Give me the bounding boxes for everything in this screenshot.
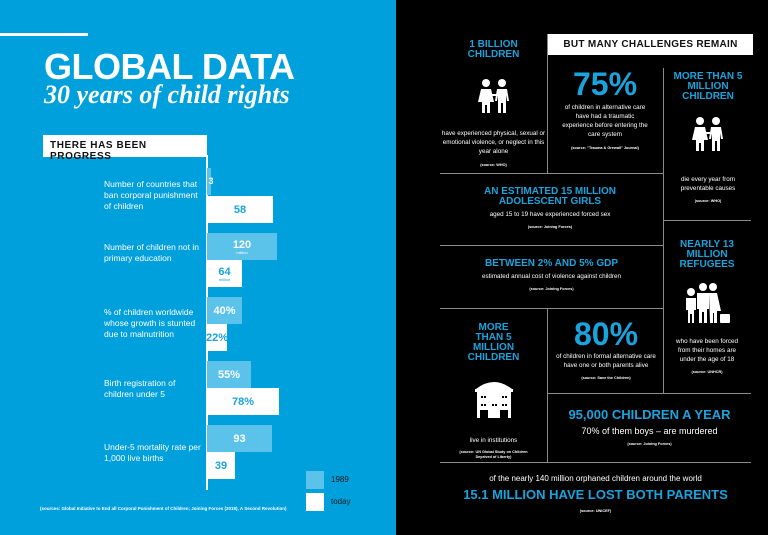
bar-1989: 40% <box>207 297 242 324</box>
stat-orphans: of the nearly 140 million orphaned child… <box>440 474 751 514</box>
category-label: % of children worldwide whose growth is … <box>104 307 196 339</box>
stat-text: have experienced physical, sexual or emo… <box>441 130 546 155</box>
category-label: Number of children not in primary educat… <box>104 242 199 263</box>
stat-murdered: 95,000 CHILDREN A YEAR 70% of them boys … <box>548 408 751 447</box>
divider <box>440 308 663 309</box>
refugee-family-icon <box>686 283 730 323</box>
bar-today: 64 million <box>207 260 242 287</box>
stat-big-number: 80% <box>573 316 639 352</box>
category-label: Birth registration of children under 5 <box>104 378 176 399</box>
stat-institutions: MORE THAN 5 MILLION CHILDREN live in ins… <box>440 323 547 460</box>
bar-today: 22% <box>205 324 229 351</box>
category-label: Number of countries that ban corporal pu… <box>104 179 198 211</box>
page-title: GLOBAL DATA <box>44 46 295 87</box>
stat-big-number: 75% <box>572 66 638 102</box>
legend-label-today: today <box>331 497 351 506</box>
bar-value: 3 <box>208 176 214 186</box>
legend-label-1989: 1989 <box>331 475 349 484</box>
bar-unit: million <box>236 249 248 255</box>
stat-refugees: NEARLY 13 MILLION REFUGEES who have been… <box>670 240 744 375</box>
stat-heading: MORE THAN 5 MILLION CHILDREN <box>467 322 520 363</box>
stat-billion-children: 1 BILLION CHILDREN have experienced phys… <box>440 40 547 168</box>
stat-heading: 95,000 CHILDREN A YEAR <box>568 407 731 422</box>
stat-source: (source: "Trauma & Grewall" Journal) <box>571 146 639 150</box>
bar-1989: 55% <box>207 361 251 388</box>
stat-text: aged 15 to 19 have experienced forced se… <box>489 211 611 218</box>
bar-1989: 93 <box>207 425 272 452</box>
bar-value: 22% <box>205 331 229 344</box>
legend-swatch-1989 <box>306 471 324 489</box>
bar-today: 78% <box>207 388 279 415</box>
stat-text: die every year from preventable causes <box>680 176 736 192</box>
stat-source: (source: Joining Forces) <box>627 442 672 446</box>
stat-five-million-die: MORE THAN 5 MILLION CHILDREN die every y… <box>665 72 751 204</box>
stat-text: 70% of them boys – are murdered <box>581 426 718 436</box>
stat-text: who have been forced from their homes ar… <box>676 338 738 363</box>
divider <box>547 308 548 462</box>
legend-swatch-today <box>306 493 324 511</box>
stat-gdp: BETWEEN 2% AND 5% GDP estimated annual c… <box>440 259 663 292</box>
stat-source: (source: UN Global Study on Children Dep… <box>459 450 528 459</box>
stat-text: of children in alternative care have had… <box>562 104 648 138</box>
stat-adolescent-girls: AN ESTIMATED 15 MILLION ADOLESCENT GIRLS… <box>470 187 630 230</box>
source-note: (sources: Global Initiative to End all C… <box>40 506 287 511</box>
divider <box>440 173 663 174</box>
children-icon <box>692 117 723 151</box>
divider <box>663 68 664 393</box>
stat-text: estimated annual cost of violence agains… <box>482 273 621 280</box>
divider <box>547 34 548 174</box>
stat-heading: NEARLY 13 MILLION REFUGEES <box>679 239 735 270</box>
stat-source: (source: UNHCR) <box>691 370 723 374</box>
divider <box>440 245 663 246</box>
stat-source: (source: UNICEF) <box>579 509 612 513</box>
bar-1989: 3 <box>207 168 214 195</box>
stat-text: live in institutions <box>469 437 518 444</box>
challenges-header: BUT MANY CHALLENGES REMAIN <box>548 34 753 55</box>
stat-source: (source: Joining Forces) <box>527 225 573 229</box>
page-subtitle: 30 years of child rights <box>44 80 290 109</box>
bar-value: 58 <box>233 203 247 216</box>
stat-75-percent: 75% of children in alternative care have… <box>560 68 650 151</box>
stat-heading: MORE THAN 5 MILLION CHILDREN <box>673 71 743 102</box>
category-label: Under-5 mortality rate per 1,000 live bi… <box>104 442 201 463</box>
bar-value: 40% <box>213 304 236 317</box>
stat-text: of the nearly 140 million orphaned child… <box>489 474 702 483</box>
bar-value: 93 <box>233 432 246 445</box>
stat-80-percent: 80% of children in formal alternative ca… <box>550 318 662 381</box>
progress-panel: GLOBAL DATA 30 years of child rights THE… <box>0 0 396 535</box>
challenges-panel <box>396 0 768 535</box>
stat-source: (source: Joining Forces) <box>529 287 574 291</box>
bar-value: 39 <box>214 459 228 472</box>
bar-value: 78% <box>231 395 255 408</box>
stat-source: (source: WHO) <box>480 163 507 167</box>
institution-building-icon <box>474 382 513 418</box>
bar-value: 55% <box>217 368 241 381</box>
bar-today: 58 <box>207 196 273 223</box>
children-icon <box>477 79 509 113</box>
bar-value: 120 <box>232 238 252 251</box>
divider <box>663 220 751 221</box>
divider <box>547 393 751 394</box>
stat-heading: AN ESTIMATED 15 MILLION ADOLESCENT GIRLS <box>483 186 617 207</box>
stat-heading: BETWEEN 2% AND 5% GDP <box>485 258 618 269</box>
stat-source: (source: Save the Children) <box>581 376 631 380</box>
stat-text: of children in formal alternative care h… <box>556 353 656 369</box>
progress-heading: THERE HAS BEEN PROGRESS <box>43 135 207 162</box>
stat-source: (source: WHO) <box>694 199 722 203</box>
accent-rule <box>0 33 88 36</box>
stat-heading: 1 BILLION CHILDREN <box>467 39 520 60</box>
bar-1989: 120 million <box>207 233 277 260</box>
bar-today: 39 <box>207 452 235 479</box>
bar-value: 64 <box>218 265 231 278</box>
divider <box>440 462 751 463</box>
stat-heading: 15.1 MILLION HAVE LOST BOTH PARENTS <box>463 487 728 502</box>
bar-unit: million <box>218 276 231 282</box>
